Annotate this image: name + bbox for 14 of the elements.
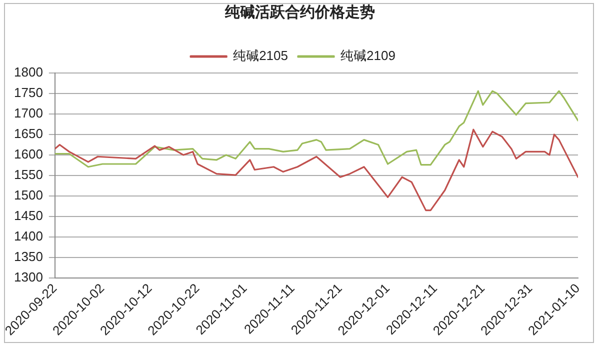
legend-label: 纯碱2105 [233, 48, 288, 64]
chart-title: 纯碱活跃合约价格走势 [224, 3, 376, 22]
y-tick-label: 1550 [14, 167, 43, 182]
y-tick-label: 1400 [14, 228, 43, 244]
y-tick-label: 1700 [14, 106, 43, 121]
y-tick-label: 1500 [14, 188, 43, 203]
y-tick-label: 1600 [14, 146, 43, 162]
y-tick-label: 1300 [14, 270, 43, 285]
legend-label: 纯碱2109 [340, 48, 396, 64]
y-tick-label: 1750 [14, 85, 43, 100]
y-tick-label: 1450 [14, 208, 43, 224]
y-tick-label: 1350 [14, 249, 43, 264]
y-tick-label: 1650 [14, 126, 43, 142]
y-tick-label: 1800 [14, 64, 43, 80]
